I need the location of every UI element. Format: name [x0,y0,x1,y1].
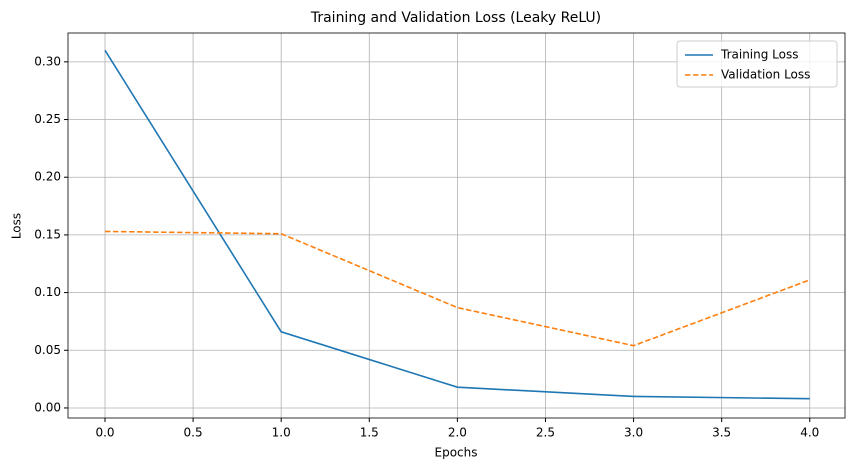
x-tick-label: 3.0 [624,426,643,440]
legend-label: Training Loss [720,48,798,62]
x-tick-label: 3.5 [712,426,731,440]
y-tick-label: 0.25 [34,112,61,126]
x-tick-label: 2.5 [536,426,555,440]
y-tick-label: 0.10 [34,285,61,299]
x-tick-label: 1.0 [272,426,291,440]
chart-title: Training and Validation Loss (Leaky ReLU… [310,10,601,26]
x-axis-label: Epochs [435,446,478,460]
y-tick-label: 0.30 [34,54,61,68]
x-tick-label: 1.5 [360,426,379,440]
axes-frame [67,32,846,419]
x-tick-label: 0.0 [95,426,114,440]
legend-box [676,40,838,88]
y-axis-label: Loss [10,213,24,239]
line-series [104,49,810,400]
line-series [104,230,811,347]
y-tick-label: 0.20 [34,170,61,184]
y-tick-label: 0.05 [34,343,61,357]
x-tick-label: 4.0 [800,426,819,440]
y-tick-label: 0.00 [34,400,61,414]
y-tick-label: 0.15 [34,227,61,241]
x-tick-label: 0.5 [184,426,203,440]
legend-label: Validation Loss [721,68,810,82]
x-tick-label: 2.0 [448,426,467,440]
